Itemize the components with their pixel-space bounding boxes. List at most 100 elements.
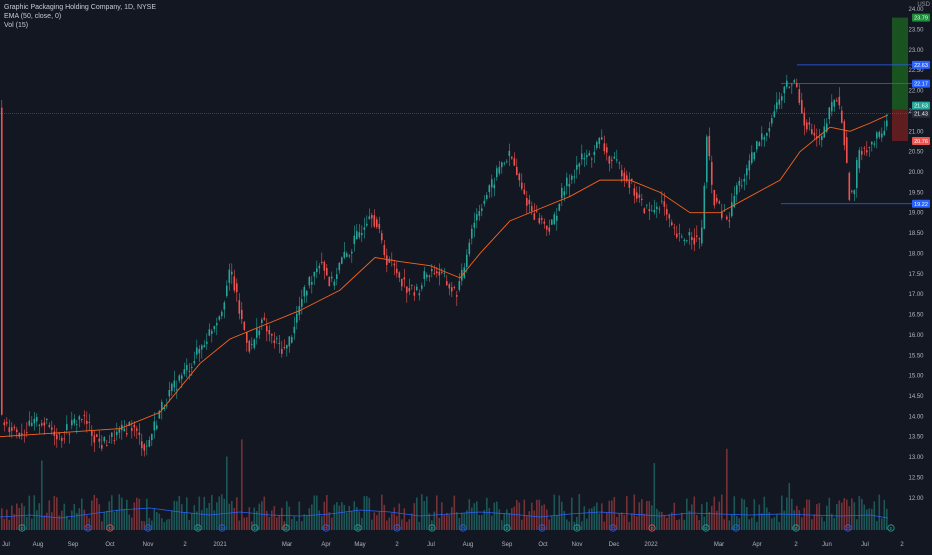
price-tag [912,109,930,118]
volume-bar [66,515,68,530]
volume-bar [208,503,211,530]
volume-bar [738,518,741,530]
event-marker [251,524,259,532]
volume-bar [366,496,368,530]
event-marker [282,524,290,532]
candle-body [833,99,836,107]
volume-bar [348,506,351,530]
x-tick-label: Dec [609,542,620,548]
price-tag-label: 20.76 [914,139,928,145]
y-tick-label: 23.50 [908,27,924,33]
y-tick-label: 15.00 [908,374,924,380]
volume-bar [443,515,446,530]
y-tick-label: 20.50 [908,150,924,156]
candle-body [756,141,758,150]
candle-body [378,223,381,229]
volume-bar [481,514,483,530]
event-marker [887,524,895,532]
volume-bar [33,495,36,530]
candle-body [691,237,693,240]
volume-bar [8,519,11,530]
volume-bar [353,501,356,530]
x-tick-label: Apr [321,542,330,548]
candle-body [576,164,578,170]
candle-body [163,407,166,410]
candle-body [113,440,116,442]
ema-indicator-label[interactable]: EMA (50, close, 0) [4,13,62,20]
volume-bar [551,515,553,530]
event-marker [194,524,202,532]
volume-bar [78,508,81,530]
candle-body [641,198,643,201]
volume-bar [26,517,28,530]
x-tick-label: 2 [395,542,399,548]
event-marker-label: E [253,526,256,531]
volume-bar [868,508,871,530]
volume-bar [373,512,376,530]
volume-bar [283,521,286,530]
candle-body [388,259,391,263]
volume-bar [108,501,111,530]
volume-bar [498,509,501,530]
candle-body [361,233,363,236]
volume-bar [151,520,153,530]
volume-bar [73,503,76,530]
event-marker-label: E [108,526,111,531]
volume-bar [816,504,818,530]
candle-body [328,276,331,287]
volume-bar [336,502,338,530]
y-tick-label: 22.00 [908,89,924,95]
volume-bar [473,503,476,530]
candle-body [263,317,266,320]
volume-bar [183,511,186,530]
candle-body [1,107,3,415]
volume-bar [553,494,556,530]
volume-bar [223,498,226,530]
candle-body [548,227,551,232]
volume-bar [683,519,686,530]
volume-bar [233,507,236,530]
volume-bar [548,519,551,530]
volume-bar [586,518,588,530]
candle-body [366,223,368,226]
candle-body [671,222,673,226]
candle-body [283,346,286,349]
candle-body [198,349,201,354]
candle-body [711,162,713,185]
candle-body [646,204,648,206]
event-marker-label: E [889,526,892,531]
candle-body [131,428,133,431]
candle-body [468,242,471,255]
candle-body [381,233,383,241]
volume-bar [576,516,578,530]
volume-bar [421,494,423,530]
candle-body [286,344,288,349]
candle-body [551,219,553,225]
candle-body [21,433,23,436]
candle-body [516,166,518,175]
candle-body [428,275,431,277]
event-marker [393,524,401,532]
candle-body [351,251,353,254]
volume-bar [763,496,766,530]
volume-bar [666,517,668,530]
x-tick-label: 2 [183,542,187,548]
symbol-title[interactable]: Graphic Packaging Holding Company, 1D, N… [4,4,157,11]
volume-bar [448,514,451,530]
candle-body [221,311,223,317]
volume-bar [846,499,848,530]
candle-body [588,153,591,156]
candle-body [141,441,143,449]
loss-zone [892,109,908,142]
volume-bar [458,517,461,530]
volume-bar [161,518,163,530]
volume-bar [178,495,181,530]
volume-bar [703,516,706,530]
event-marker [144,524,152,532]
volume-indicator-label[interactable]: Vol (15) [4,22,29,29]
candle-body [133,424,136,428]
candle-body [523,189,526,194]
candle-body [753,152,756,160]
